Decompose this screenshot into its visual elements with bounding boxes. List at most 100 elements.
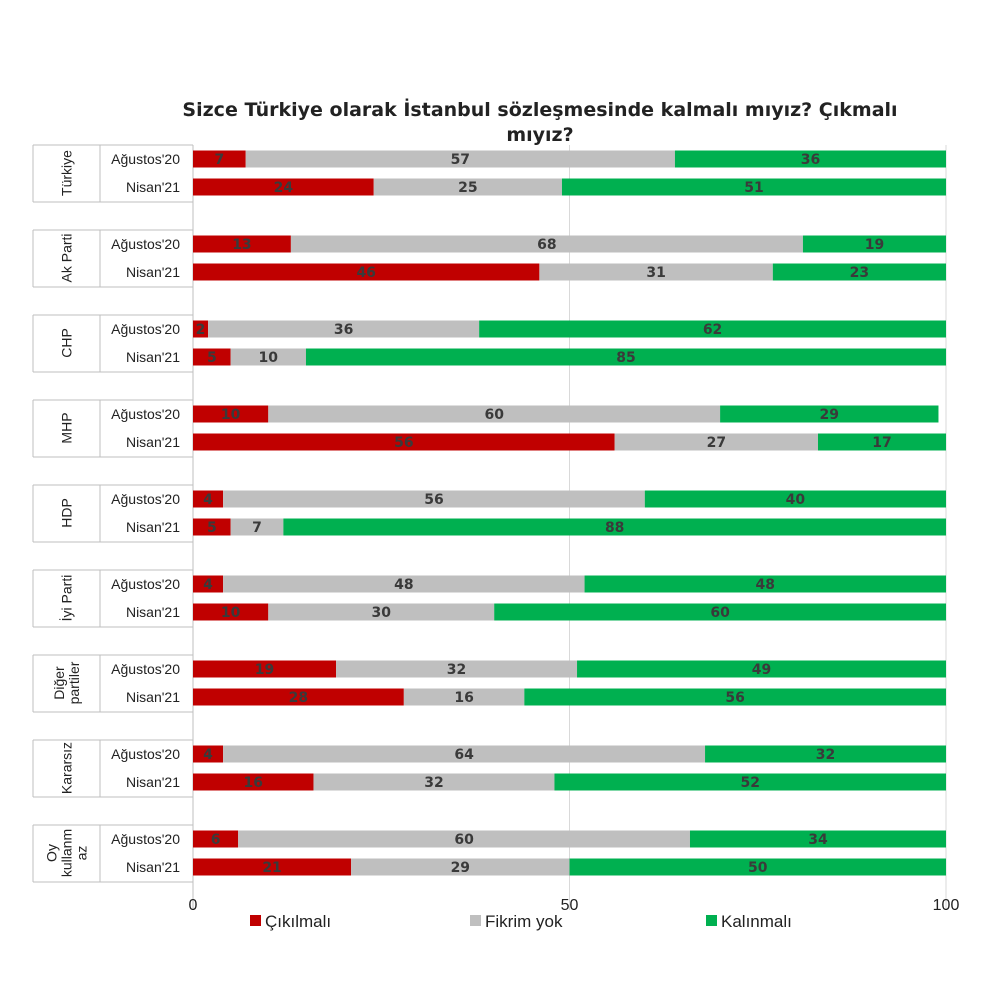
data-label: 50: [748, 860, 768, 876]
legend-label: Çıkılmalı: [265, 912, 331, 931]
bar-segment: [577, 660, 946, 678]
bar-segment: [230, 348, 306, 366]
bar-segment: [223, 490, 645, 508]
bar-segment: [524, 688, 946, 706]
data-label: 7: [252, 520, 262, 536]
period-label: Nisan'21: [126, 264, 180, 280]
legend-swatch: [470, 915, 481, 926]
period-label: Nisan'21: [126, 179, 180, 195]
x-tick-label: 100: [933, 897, 960, 914]
data-label: 36: [334, 322, 353, 338]
data-label: 24: [274, 180, 294, 196]
period-label: Ağustos'20: [111, 661, 180, 677]
data-label: 28: [289, 690, 308, 706]
data-label: 30: [372, 605, 392, 621]
data-label: 19: [255, 662, 274, 678]
bar-segment: [230, 518, 284, 536]
bar-segment: [373, 178, 562, 196]
group-label: Diğer: [51, 666, 67, 700]
bar-segment: [193, 830, 239, 848]
data-label: 56: [424, 492, 443, 508]
data-label: 48: [756, 577, 775, 593]
bar-segment: [313, 773, 555, 791]
data-label: 52: [740, 775, 759, 791]
bar-segment: [539, 263, 773, 281]
period-label: Nisan'21: [126, 349, 180, 365]
period-label: Nisan'21: [126, 434, 180, 450]
data-label: 2: [196, 322, 206, 338]
group-label: partiler: [66, 661, 82, 704]
period-label: Ağustos'20: [111, 321, 180, 337]
group-label: İyi Parti: [58, 575, 75, 622]
period-label: Ağustos'20: [111, 831, 180, 847]
data-label: 10: [221, 605, 241, 621]
data-label: 6: [211, 832, 221, 848]
bar-segment: [290, 235, 803, 253]
data-label: 60: [454, 832, 474, 848]
data-label: 31: [646, 265, 665, 281]
data-label: 46: [356, 265, 375, 281]
data-label: 48: [394, 577, 413, 593]
data-label: 5: [207, 350, 217, 366]
bar-segment: [817, 433, 946, 451]
legend-label: Fikrim yok: [485, 912, 563, 931]
bar-segment: [268, 405, 721, 423]
data-label: 23: [850, 265, 869, 281]
bar-segment: [193, 178, 374, 196]
data-label: 4: [203, 577, 213, 593]
bar-segment: [193, 348, 231, 366]
data-label: 16: [454, 690, 473, 706]
data-label: 4: [203, 747, 213, 763]
period-label: Nisan'21: [126, 689, 180, 705]
period-label: Nisan'21: [126, 519, 180, 535]
bar-segment: [644, 490, 946, 508]
group-label: Kararsız: [59, 742, 75, 794]
period-label: Ağustos'20: [111, 236, 180, 252]
bar-segment: [193, 150, 246, 168]
bar-segment: [554, 773, 946, 791]
period-label: Ağustos'20: [111, 491, 180, 507]
group-label: Türkiye: [59, 150, 75, 196]
legend-swatch: [706, 915, 717, 926]
data-label: 60: [484, 407, 504, 423]
bar-segment: [193, 235, 291, 253]
data-label: 88: [605, 520, 624, 536]
bar-segment: [268, 603, 495, 621]
data-label: 25: [458, 180, 477, 196]
data-label: 17: [872, 435, 891, 451]
bar-segment: [208, 320, 480, 338]
data-label: 5: [207, 520, 217, 536]
data-label: 29: [451, 860, 470, 876]
data-label: 49: [752, 662, 771, 678]
data-label: 21: [262, 860, 281, 876]
x-tick-label: 0: [189, 897, 198, 914]
legend-label: Kalınmalı: [721, 912, 792, 931]
bar-segment: [223, 745, 706, 763]
data-label: 57: [451, 152, 470, 168]
bar-segment: [689, 830, 946, 848]
bar-segment: [193, 320, 209, 338]
data-label: 85: [616, 350, 635, 366]
bar-segment: [305, 348, 946, 366]
data-label: 16: [243, 775, 262, 791]
bar-segment: [223, 575, 585, 593]
bar-segment: [772, 263, 946, 281]
bar-segment: [238, 830, 690, 848]
period-label: Ağustos'20: [111, 746, 180, 762]
group-label: HDP: [59, 498, 75, 528]
bar-segment: [584, 575, 946, 593]
bar-segment: [351, 858, 570, 876]
bar-segment: [614, 433, 818, 451]
bar-segment: [193, 575, 224, 593]
bar-segment: [674, 150, 946, 168]
data-label: 36: [801, 152, 820, 168]
bar-segment: [193, 405, 269, 423]
bar-segment: [193, 518, 231, 536]
bar-segment: [705, 745, 946, 763]
chart-title: Sizce Türkiye olarak İstanbul sözleşmesi…: [182, 99, 898, 146]
period-label: Nisan'21: [126, 859, 180, 875]
bar-segment: [561, 178, 946, 196]
data-label: 19: [865, 237, 884, 253]
